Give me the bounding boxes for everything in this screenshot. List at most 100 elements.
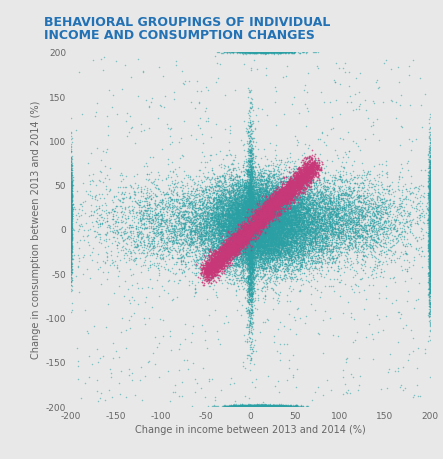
Point: [231, 403, 238, 410]
Point: [249, 231, 256, 238]
Point: [68, 216, 75, 224]
Point: [205, 219, 212, 227]
Point: [202, 218, 209, 225]
Point: [154, 224, 161, 231]
Point: [308, 218, 315, 226]
Point: [249, 250, 256, 257]
Point: [105, 176, 112, 183]
Point: [205, 235, 212, 242]
Point: [265, 212, 272, 219]
Point: [225, 255, 232, 262]
Point: [398, 224, 405, 232]
Point: [227, 227, 234, 234]
Point: [245, 223, 253, 230]
Point: [270, 160, 277, 168]
Point: [273, 182, 280, 190]
Point: [103, 215, 110, 223]
Point: [387, 182, 394, 190]
Point: [231, 245, 238, 252]
Point: [244, 221, 251, 229]
Point: [270, 403, 277, 410]
Point: [247, 159, 254, 166]
Point: [248, 221, 255, 228]
Point: [234, 238, 241, 246]
Point: [246, 244, 253, 252]
Point: [244, 178, 251, 185]
Point: [362, 223, 369, 230]
Point: [287, 208, 294, 216]
Point: [205, 200, 212, 207]
Point: [257, 402, 264, 409]
Point: [215, 269, 222, 276]
Point: [285, 217, 292, 224]
Point: [180, 220, 187, 227]
Point: [253, 199, 260, 206]
Point: [280, 231, 288, 238]
Point: [288, 187, 295, 195]
Point: [275, 195, 282, 202]
Point: [299, 251, 306, 258]
Point: [256, 243, 264, 251]
Point: [276, 236, 284, 244]
Point: [214, 263, 221, 270]
Point: [253, 219, 260, 226]
Point: [292, 213, 299, 221]
Point: [243, 241, 250, 249]
Point: [211, 176, 218, 184]
Point: [248, 279, 255, 286]
Point: [426, 241, 433, 248]
Point: [272, 266, 279, 273]
Point: [249, 250, 256, 257]
Point: [279, 230, 286, 237]
Point: [242, 202, 249, 209]
Point: [237, 201, 244, 208]
Point: [285, 248, 292, 256]
Point: [337, 249, 344, 257]
Point: [306, 163, 313, 170]
Point: [293, 222, 300, 229]
Point: [278, 254, 285, 262]
Point: [67, 214, 74, 222]
Point: [247, 235, 254, 243]
Point: [277, 219, 284, 227]
Point: [418, 213, 425, 220]
Point: [256, 238, 263, 246]
Point: [229, 243, 236, 250]
Point: [373, 240, 381, 247]
Point: [272, 185, 280, 192]
Point: [330, 331, 337, 339]
Point: [261, 208, 268, 215]
Point: [232, 245, 239, 252]
Point: [239, 142, 246, 149]
Point: [67, 220, 74, 228]
Point: [228, 245, 235, 252]
Point: [252, 223, 259, 230]
Point: [307, 202, 314, 209]
Point: [235, 230, 242, 237]
Point: [222, 223, 229, 230]
Point: [291, 174, 298, 182]
Point: [282, 257, 289, 264]
Point: [257, 235, 264, 242]
Point: [247, 216, 254, 223]
Point: [196, 274, 203, 282]
Point: [242, 265, 249, 272]
Point: [279, 49, 286, 56]
Point: [281, 197, 288, 204]
Point: [212, 272, 219, 279]
Point: [323, 240, 330, 247]
Point: [305, 167, 312, 174]
Point: [249, 164, 256, 172]
Point: [249, 263, 256, 270]
Point: [258, 214, 265, 221]
Point: [337, 215, 344, 223]
Point: [408, 220, 415, 228]
Point: [426, 208, 433, 216]
Point: [248, 238, 255, 245]
Point: [254, 207, 261, 214]
Point: [385, 191, 392, 199]
Point: [258, 221, 265, 229]
Point: [212, 209, 219, 216]
Point: [190, 190, 197, 197]
Point: [208, 176, 215, 183]
